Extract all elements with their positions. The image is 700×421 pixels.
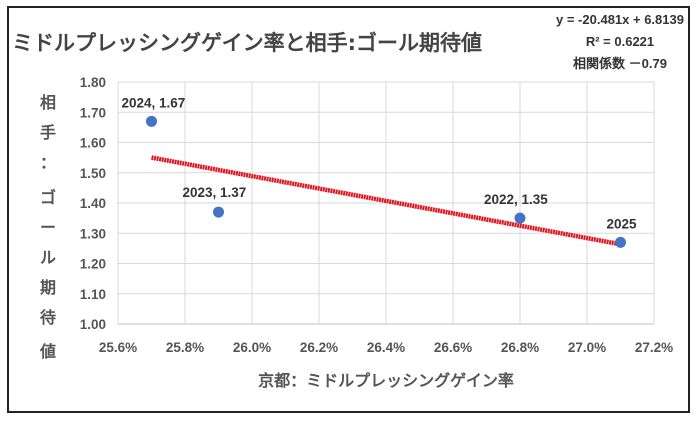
chart-frame [7, 6, 690, 413]
y-tick-label: 1.80 [80, 75, 106, 90]
y-axis-label-char: ： [40, 153, 56, 172]
data-label: 2023, 1.37 [183, 185, 247, 200]
y-axis-label-char: 手 [40, 123, 56, 142]
y-axis-label-char: 期 [40, 278, 56, 297]
x-tick-label: 26.2% [300, 340, 338, 355]
y-axis-label-char: 相 [40, 93, 56, 112]
x-tick-label: 26.4% [367, 340, 405, 355]
r-squared: R² = 0.6221 [586, 34, 654, 49]
x-tick-label: 26.0% [233, 340, 271, 355]
y-axis-label-char: ゴ [40, 188, 56, 207]
y-tick-label: 1.10 [80, 287, 106, 302]
data-label: 2025 [607, 216, 638, 231]
chart-title: ミドルプレッシングゲイン率と相手:ゴール期待値 [12, 31, 482, 55]
x-tick-label: 26.8% [501, 340, 539, 355]
data-point [514, 212, 526, 224]
y-axis-label: 相手 ： ゴール期待値 [39, 93, 56, 361]
x-tick-label: 27.2% [635, 340, 673, 355]
x-tick-label: 27.0% [568, 340, 606, 355]
y-tick-label: 1.30 [80, 226, 106, 241]
y-tick-label: 1.40 [80, 196, 106, 211]
y-tick-label: 1.50 [80, 166, 106, 181]
y-axis-label-char: ー [40, 218, 56, 237]
y-axis-label-char: 待 [40, 308, 56, 327]
x-tick-label: 25.6% [99, 340, 137, 355]
y-tick-label: 1.60 [80, 136, 106, 151]
correlation-coefficient: 相関係数 －0.79 [573, 56, 667, 71]
trendline [151, 155, 621, 247]
y-axis-label-char: ル [40, 248, 56, 267]
data-label: 2022, 1.35 [484, 192, 548, 207]
x-tick-label: 25.8% [166, 340, 204, 355]
x-axis-label: 京都：ミドルプレッシングゲイン率 [258, 371, 514, 390]
y-tick-label: 1.00 [80, 317, 106, 332]
y-tick-label: 1.70 [80, 105, 106, 120]
y-tick-label: 1.20 [80, 257, 106, 272]
data-point [615, 236, 626, 248]
data-label: 2024, 1.67 [122, 95, 186, 110]
x-tick-label: 26.6% [434, 340, 472, 355]
trendline-equation: y = -20.481x + 6.8139 [556, 12, 684, 27]
data-point [146, 115, 157, 127]
data-point [213, 206, 224, 218]
y-axis-label-char: 値 [39, 342, 56, 361]
